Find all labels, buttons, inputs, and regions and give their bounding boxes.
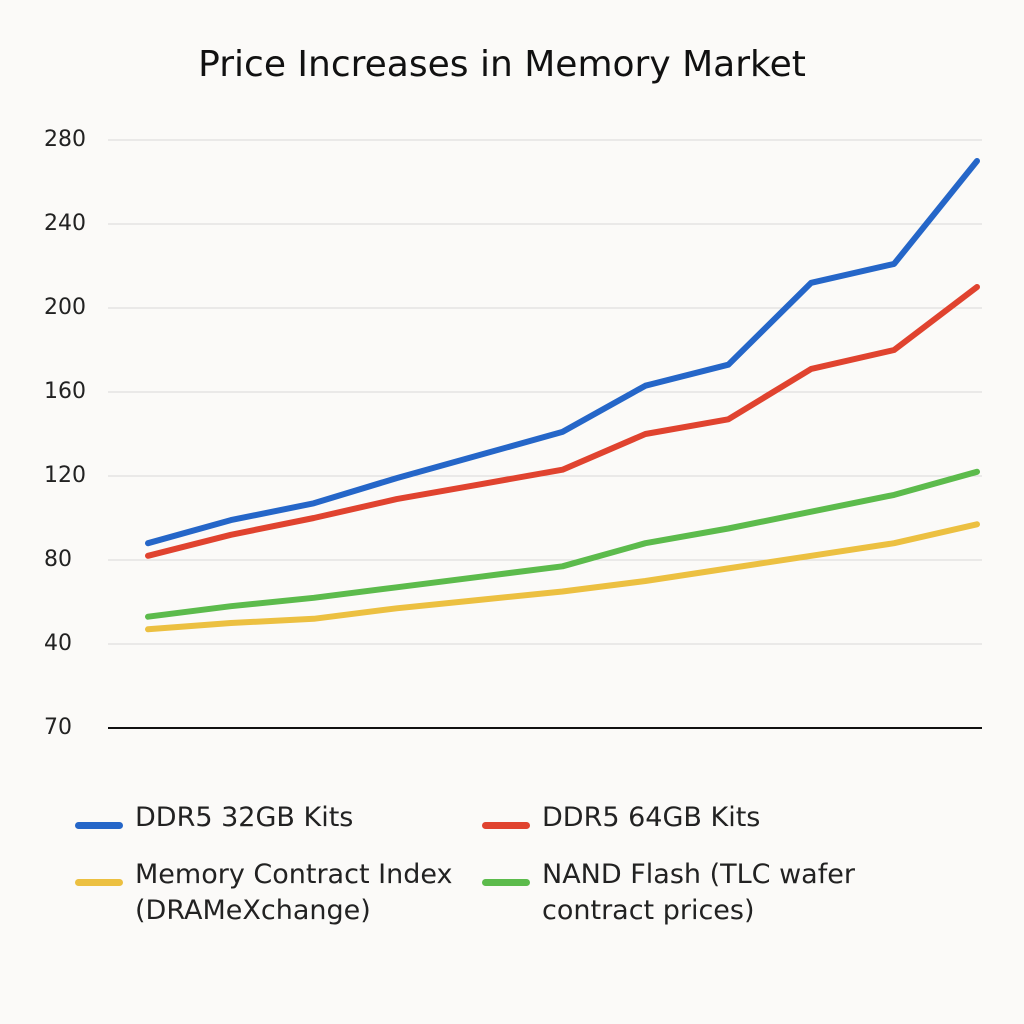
legend-label: Memory Contract Index (DRAMeXchange) <box>135 859 453 926</box>
y-tick-label: 240 <box>44 211 86 236</box>
legend-entry: DDR5 32GB Kits <box>75 800 475 836</box>
series-line <box>145 468 980 620</box>
legend-entry: DDR5 64GB Kits <box>482 800 882 836</box>
legend-swatch <box>482 879 530 886</box>
series-line <box>145 284 980 559</box>
legend-swatch <box>482 822 530 829</box>
legend-swatch <box>75 822 123 829</box>
y-tick-label: 280 <box>44 127 86 152</box>
legend-entry: NAND Flash (TLC wafer contract prices) <box>482 857 882 929</box>
y-tick-label: 40 <box>44 631 72 656</box>
y-tick-label: 200 <box>44 295 86 320</box>
series-line <box>145 521 980 633</box>
legend-entry: Memory Contract Index (DRAMeXchange) <box>75 857 475 929</box>
series-line <box>145 158 980 547</box>
y-tick-label: 120 <box>44 463 86 488</box>
legend-label: NAND Flash (TLC wafer contract prices) <box>542 859 855 926</box>
chart-title: Price Increases in Memory Market <box>198 44 806 85</box>
y-tick-label: 160 <box>44 379 86 404</box>
legend-swatch <box>75 879 123 886</box>
legend-label: DDR5 32GB Kits <box>135 802 354 833</box>
legend-label: DDR5 64GB Kits <box>542 802 761 833</box>
chart: Price Increases in Memory Market 70 40 80 1… <box>44 44 982 740</box>
y-tick-label: 80 <box>44 547 72 572</box>
y-tick-label: 70 <box>44 715 72 740</box>
